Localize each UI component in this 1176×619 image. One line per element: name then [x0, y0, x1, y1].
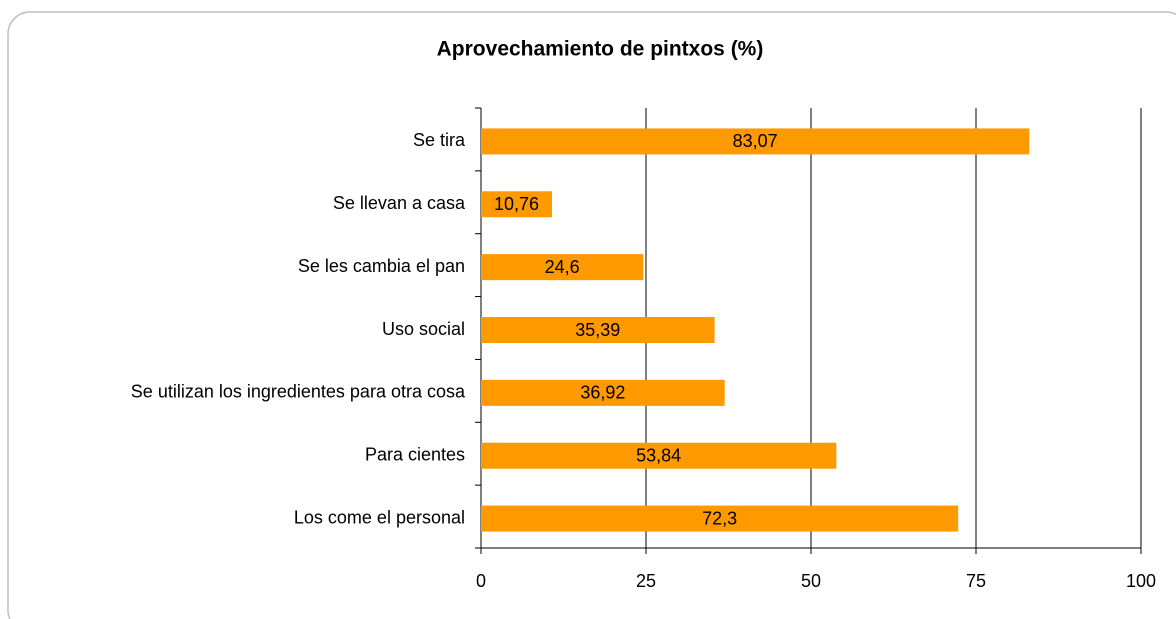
bar — [481, 505, 959, 532]
data-label: 10,76 — [494, 194, 539, 214]
y-tick-label: Se utilizan los ingredientes para otra c… — [131, 382, 466, 402]
x-tick-label: 75 — [966, 571, 986, 591]
y-tick-label: Se les cambia el pan — [298, 256, 465, 276]
y-tick-label: Los come el personal — [294, 507, 465, 527]
y-tick-label: Para cientes — [365, 444, 465, 464]
bar — [481, 442, 837, 469]
y-tick-label: Se llevan a casa — [333, 193, 466, 213]
data-label: 24,6 — [545, 257, 580, 277]
bar — [481, 191, 553, 218]
data-label: 36,92 — [580, 383, 625, 403]
y-tick-label: Se tira — [413, 130, 466, 150]
chart-frame — [7, 11, 1176, 619]
bar — [481, 254, 644, 281]
bar — [481, 379, 725, 406]
data-label: 35,39 — [575, 320, 620, 340]
x-tick-label: 0 — [476, 571, 486, 591]
data-label: 53,84 — [636, 445, 681, 465]
x-tick-label: 25 — [636, 571, 656, 591]
x-tick-label: 50 — [801, 571, 821, 591]
bar — [481, 128, 1030, 155]
data-label: 83,07 — [733, 131, 778, 151]
x-tick-label: 100 — [1126, 571, 1156, 591]
chart-title: Aprovechamiento de pintxos (%) — [437, 38, 764, 61]
y-tick-label: Uso social — [382, 319, 465, 339]
bar — [481, 317, 715, 343]
data-label: 72,3 — [702, 508, 737, 528]
